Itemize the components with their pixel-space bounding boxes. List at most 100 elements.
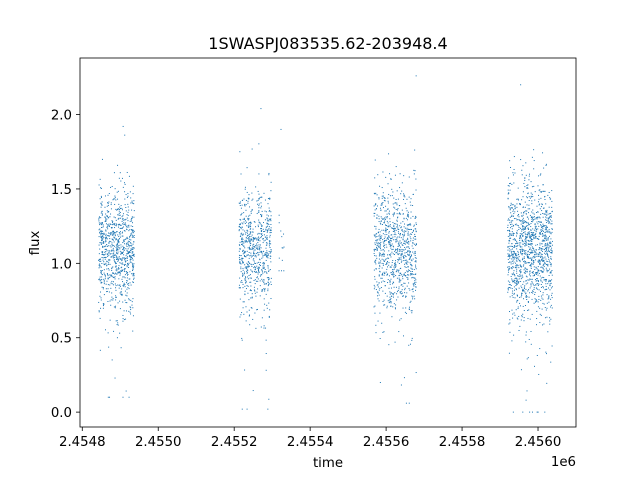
data-point — [524, 267, 526, 269]
data-point — [122, 320, 124, 322]
data-point — [245, 251, 246, 253]
data-point — [381, 224, 383, 226]
data-point — [397, 208, 399, 210]
data-point — [264, 271, 266, 273]
data-point — [405, 241, 407, 243]
data-point — [122, 301, 124, 303]
data-point — [516, 248, 518, 250]
data-point — [103, 242, 105, 244]
data-point — [250, 236, 252, 238]
data-point — [406, 224, 408, 226]
data-point — [250, 239, 252, 241]
data-point — [104, 245, 106, 247]
data-point — [541, 226, 543, 228]
data-point — [404, 263, 406, 265]
data-point — [403, 254, 405, 256]
data-point — [247, 285, 249, 287]
data-point — [109, 250, 111, 252]
data-point — [268, 174, 270, 176]
data-point — [99, 278, 101, 280]
data-point — [101, 253, 103, 255]
data-point — [263, 261, 265, 263]
data-point — [413, 229, 414, 231]
data-point — [266, 237, 268, 238]
data-point — [99, 349, 101, 351]
data-point — [100, 230, 102, 232]
data-point — [527, 208, 529, 210]
data-point — [396, 204, 398, 206]
data-point — [410, 238, 412, 240]
data-point — [545, 228, 547, 230]
data-point — [255, 327, 257, 329]
data-point — [114, 278, 116, 280]
data-point — [518, 229, 520, 231]
data-point — [396, 240, 398, 242]
data-point — [512, 215, 514, 217]
data-point — [121, 220, 123, 222]
data-point — [530, 330, 532, 332]
data-point — [532, 228, 534, 230]
data-point — [242, 301, 244, 303]
data-point — [536, 278, 538, 280]
data-point — [550, 252, 552, 253]
data-point — [403, 242, 405, 244]
data-point — [281, 259, 283, 261]
data-point — [98, 216, 100, 218]
data-point — [242, 261, 244, 263]
data-point — [513, 213, 515, 215]
data-point — [530, 222, 532, 224]
data-point — [374, 209, 376, 211]
data-point — [380, 237, 382, 239]
data-point — [107, 202, 109, 204]
data-point — [100, 202, 102, 204]
data-point — [410, 300, 412, 302]
data-point — [527, 216, 529, 218]
data-point — [375, 259, 377, 261]
data-point — [516, 254, 518, 256]
data-point — [515, 309, 517, 311]
data-point — [549, 323, 551, 325]
data-point — [253, 258, 255, 260]
data-point — [389, 218, 391, 220]
data-point — [123, 182, 125, 184]
data-point — [103, 232, 105, 234]
data-point — [119, 211, 121, 213]
data-point — [406, 246, 408, 248]
data-point — [535, 273, 537, 275]
data-point — [529, 257, 531, 259]
data-point — [383, 217, 385, 219]
data-point — [260, 214, 261, 216]
data-point — [100, 232, 102, 234]
data-point — [397, 209, 398, 211]
data-point — [254, 268, 256, 270]
data-point — [256, 248, 258, 250]
data-point — [240, 173, 242, 175]
data-point — [408, 243, 410, 245]
data-point — [407, 274, 409, 276]
data-point — [242, 262, 244, 264]
data-point — [525, 399, 527, 401]
data-point — [402, 255, 404, 257]
data-point — [132, 270, 134, 272]
data-point — [414, 254, 416, 256]
data-point — [409, 289, 411, 291]
data-point — [522, 219, 524, 221]
data-point — [528, 233, 530, 235]
data-point — [256, 200, 258, 202]
data-point — [400, 227, 402, 229]
data-point — [98, 236, 100, 238]
data-point — [545, 225, 547, 227]
data-point — [124, 283, 126, 285]
data-point — [540, 253, 542, 255]
data-point — [109, 233, 111, 235]
data-point — [257, 239, 259, 241]
data-point — [381, 277, 383, 279]
data-point — [248, 251, 250, 253]
data-point — [389, 224, 391, 226]
data-point — [401, 229, 403, 231]
data-point — [405, 307, 407, 309]
data-point — [126, 253, 128, 255]
data-point — [270, 211, 272, 213]
data-point — [399, 249, 401, 251]
data-point — [526, 299, 528, 301]
